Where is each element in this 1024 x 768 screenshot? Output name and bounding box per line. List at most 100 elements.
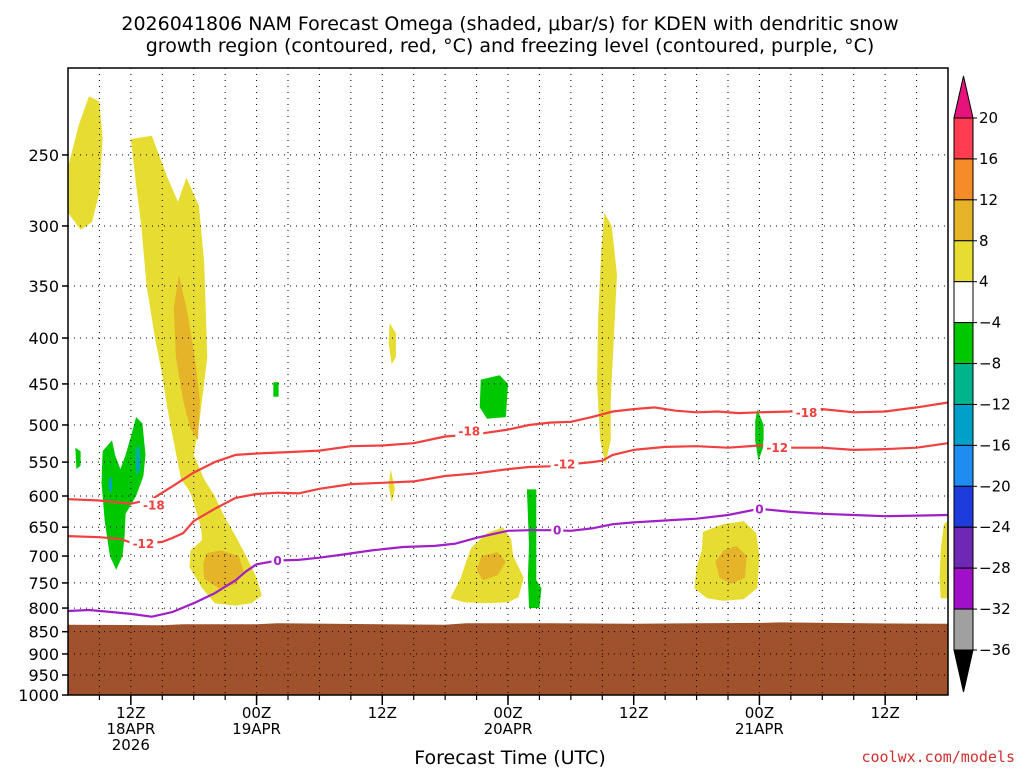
omega-area bbox=[136, 454, 140, 473]
colorbar-segment bbox=[953, 117, 974, 160]
colorbar-label: −24 bbox=[979, 518, 1011, 536]
colorbar-segment bbox=[953, 526, 974, 569]
omega-area bbox=[273, 382, 279, 397]
x-tick-label: 18APR bbox=[106, 720, 155, 738]
omega-area bbox=[108, 477, 112, 493]
x-tick-label: 12Z bbox=[368, 704, 397, 722]
colorbar-segment bbox=[953, 322, 974, 365]
y-tick-label: 300 bbox=[28, 217, 59, 236]
y-tick-label: 650 bbox=[28, 518, 59, 537]
contour-label-bg bbox=[271, 553, 284, 568]
colorbar-label: 4 bbox=[979, 273, 989, 291]
colorbar-segment bbox=[953, 444, 974, 487]
colorbar-label: −36 bbox=[979, 641, 1011, 659]
watermark: coolwx.com/models bbox=[861, 748, 1015, 766]
colorbar-label: −28 bbox=[979, 559, 1011, 577]
omega-shading-layer bbox=[68, 96, 948, 609]
colorbar-segment bbox=[953, 608, 974, 651]
chart-title-line-1: 2026041806 NAM Forecast Omega (shaded, μ… bbox=[121, 13, 898, 35]
y-tick-label: 600 bbox=[28, 487, 59, 506]
x-tick-label: 2026 bbox=[112, 736, 150, 754]
contour-line bbox=[67, 401, 949, 505]
contour-label: -18 bbox=[796, 406, 818, 420]
colorbar-segment bbox=[953, 567, 974, 610]
colorbar-segment bbox=[953, 240, 974, 283]
colorbar-segment bbox=[953, 199, 974, 242]
contour-label: -12 bbox=[133, 537, 155, 551]
omega-area bbox=[479, 375, 508, 419]
contour-label: 0 bbox=[273, 554, 281, 568]
colorbar-top-arrow bbox=[953, 75, 974, 119]
omega-area bbox=[388, 469, 395, 503]
y-axis-ticks: 250 300 350 400 450 500 550 600 650 700 750 800 850 9… bbox=[18, 146, 68, 705]
x-tick-label: 12Z bbox=[870, 704, 899, 722]
contour-label-bg bbox=[129, 536, 158, 551]
contour-line bbox=[67, 442, 949, 545]
colorbar-segment bbox=[953, 403, 974, 446]
omega-area bbox=[101, 417, 146, 570]
y-tick-label: 750 bbox=[28, 574, 59, 593]
contour-label: -12 bbox=[766, 441, 788, 455]
contour-label: -18 bbox=[143, 498, 165, 512]
colorbar-label: −8 bbox=[979, 355, 1001, 373]
omega-area bbox=[476, 552, 506, 581]
contour-label: -12 bbox=[554, 458, 576, 472]
x-axis-label: Forecast Time (UTC) bbox=[414, 747, 605, 768]
contour-label-bg bbox=[455, 424, 484, 439]
contour-label: -18 bbox=[458, 425, 480, 439]
colorbar-label: −32 bbox=[979, 600, 1011, 618]
colorbar-label: −20 bbox=[979, 477, 1011, 495]
x-tick-label: 12Z bbox=[116, 704, 145, 722]
colorbar-bottom-arrow bbox=[953, 649, 974, 693]
y-tick-label: 500 bbox=[28, 416, 59, 435]
contour-label-layer: -18 -12 0 -18 -12 0 0 -18 -12 bbox=[129, 405, 821, 568]
omega-area bbox=[526, 489, 542, 609]
contour-label-bg bbox=[139, 497, 168, 512]
colorbar-label: 12 bbox=[979, 191, 998, 209]
y-tick-label: 950 bbox=[28, 666, 59, 685]
x-tick-label: 19APR bbox=[232, 720, 281, 738]
y-tick-label: 550 bbox=[28, 453, 59, 472]
colorbar-segment bbox=[953, 363, 974, 405]
contour-label-bg bbox=[551, 523, 564, 538]
contour-label: 0 bbox=[553, 524, 561, 538]
y-tick-label: 800 bbox=[28, 599, 59, 618]
y-tick-label: 400 bbox=[28, 329, 59, 348]
y-tick-label: 1000 bbox=[18, 686, 59, 705]
colorbar-segment bbox=[953, 158, 974, 201]
omega-area bbox=[939, 521, 948, 599]
x-tick-label: 00Z bbox=[493, 704, 522, 722]
contour-layer bbox=[67, 401, 949, 618]
y-tick-label: 450 bbox=[28, 375, 59, 394]
omega-area bbox=[68, 96, 103, 230]
omega-area bbox=[75, 447, 81, 470]
y-tick-label: 900 bbox=[28, 645, 59, 664]
colorbar-label: −12 bbox=[979, 395, 1011, 413]
y-tick-label: 700 bbox=[28, 547, 59, 566]
omega-area bbox=[388, 323, 396, 365]
colorbar-segment bbox=[953, 281, 974, 324]
x-tick-label: 21APR bbox=[735, 720, 784, 738]
contour-label: 0 bbox=[755, 502, 763, 516]
y-tick-label: 250 bbox=[28, 146, 59, 165]
omega-area bbox=[203, 550, 244, 590]
terrain-fill bbox=[68, 622, 948, 695]
colorbar-label: −16 bbox=[979, 436, 1011, 454]
x-tick-label: 12Z bbox=[619, 704, 648, 722]
y-tick-label: 350 bbox=[28, 277, 59, 296]
contour-label-bg bbox=[550, 457, 579, 472]
grid-layer bbox=[68, 68, 948, 696]
contour-label-bg bbox=[753, 501, 766, 516]
y-tick-label: 850 bbox=[28, 623, 59, 642]
chart-title-line-2: growth region (contoured, red, °C) and f… bbox=[146, 35, 875, 57]
colorbar-label: −4 bbox=[979, 314, 1001, 332]
x-tick-label: 00Z bbox=[745, 704, 774, 722]
colorbar-label: 16 bbox=[979, 150, 998, 168]
contour-label-bg bbox=[792, 405, 821, 420]
colorbar: 20 16 12 8 4 −4 −8 −12 −16 −20 −24 −28 −32 −36 bbox=[953, 75, 1011, 693]
x-tick-label: 00Z bbox=[242, 704, 271, 722]
colorbar-label: 20 bbox=[979, 109, 998, 127]
x-tick-label: 20APR bbox=[484, 720, 533, 738]
